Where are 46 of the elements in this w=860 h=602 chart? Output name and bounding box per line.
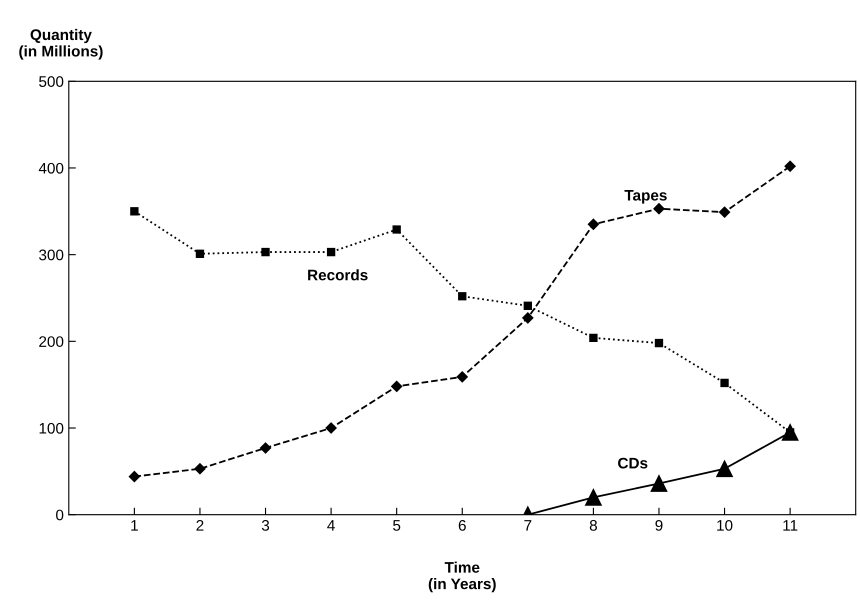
point xyxy=(194,463,206,474)
point xyxy=(325,422,337,434)
y-tick-label: 500 xyxy=(39,76,64,87)
y-tick-label: 0 xyxy=(56,510,64,520)
point xyxy=(716,460,733,478)
point xyxy=(391,380,402,392)
point xyxy=(261,248,270,256)
x-tick-label: 7 xyxy=(524,520,532,531)
point xyxy=(720,378,729,388)
y-tick-label: 300 xyxy=(39,250,64,260)
y-axis-title: Quantity (in Millions) xyxy=(19,28,103,60)
point xyxy=(260,442,272,454)
point xyxy=(654,338,664,348)
point xyxy=(589,334,598,342)
x-tick-label: 5 xyxy=(393,520,400,531)
x-tick-label: 3 xyxy=(262,520,270,531)
x-tick-label: 10 xyxy=(717,520,732,531)
point xyxy=(392,225,401,234)
x-axis-title: Time (in Years) xyxy=(428,562,496,592)
point xyxy=(588,218,600,230)
y-tick-label: 100 xyxy=(40,422,64,434)
x-tick-label: 9 xyxy=(655,520,662,531)
point xyxy=(650,475,668,492)
x-tick-label: 1 xyxy=(131,520,138,531)
series-label: Records xyxy=(308,269,368,280)
point xyxy=(522,312,534,324)
point xyxy=(326,248,336,256)
point xyxy=(585,489,602,506)
y-tick-label: 200 xyxy=(39,336,64,348)
point xyxy=(784,160,796,172)
point xyxy=(456,371,468,382)
point xyxy=(196,250,204,258)
point xyxy=(128,470,140,482)
x-tick-label: 2 xyxy=(196,520,204,531)
point xyxy=(130,207,139,216)
point xyxy=(718,206,730,218)
x-tick-label: 11 xyxy=(783,520,798,531)
point xyxy=(458,292,466,300)
series-label: CDs xyxy=(618,458,648,469)
x-tick-label: 8 xyxy=(590,520,597,531)
series-label: Tapes xyxy=(624,190,667,204)
x-tick-label: 6 xyxy=(458,520,466,531)
point xyxy=(524,302,532,310)
x-tick-label: 4 xyxy=(327,520,335,531)
point xyxy=(653,203,665,214)
y-tick-label: 400 xyxy=(38,162,64,174)
